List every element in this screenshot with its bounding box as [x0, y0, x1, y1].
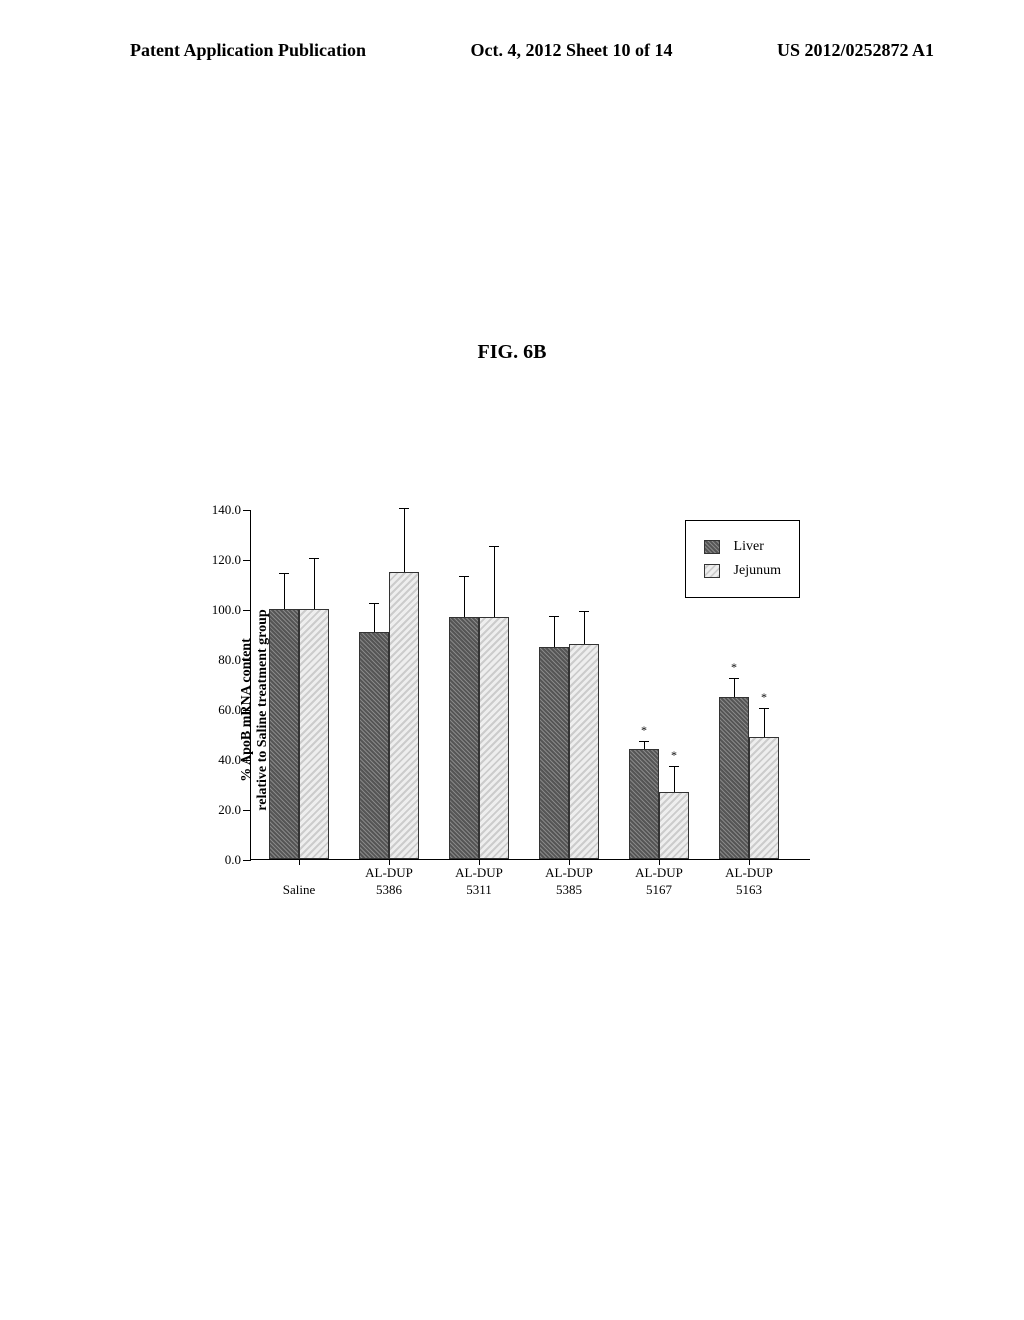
legend-swatch-jejunum: [704, 564, 720, 578]
error-cap: [309, 558, 319, 559]
legend-label-jejunum: Jejunum: [734, 563, 781, 579]
y-tick: [243, 860, 251, 861]
header-right: US 2012/0252872 A1: [777, 40, 934, 61]
x-tick-label: AL-DUP 5311: [455, 865, 503, 899]
y-tick-label: 80.0: [201, 652, 241, 668]
significance-marker: *: [641, 723, 647, 738]
significance-marker: *: [671, 748, 677, 763]
bar-liver: [719, 697, 749, 860]
y-tick: [243, 510, 251, 511]
chart-container: % ApoB mRNA content relative to Saline t…: [180, 510, 820, 910]
header-left: Patent Application Publication: [130, 40, 366, 61]
bar-liver: [449, 617, 479, 860]
error-bar: [374, 604, 375, 632]
x-tick-label: AL-DUP 5163: [725, 865, 773, 899]
bar-jejunum: [479, 617, 509, 860]
y-tick: [243, 710, 251, 711]
error-bar: [404, 509, 405, 572]
legend-item-liver: Liver: [704, 539, 781, 555]
x-tick-label: Saline: [283, 882, 316, 899]
error-bar: [644, 742, 645, 750]
error-cap: [369, 603, 379, 604]
plot-area: Liver Jejunum 0.020.040.060.080.0100.012…: [250, 510, 810, 860]
error-bar: [674, 767, 675, 792]
y-tick-label: 0.0: [201, 852, 241, 868]
x-tick: [659, 859, 660, 865]
error-bar: [314, 559, 315, 609]
significance-marker: *: [761, 690, 767, 705]
bar-jejunum: [659, 792, 689, 860]
error-cap: [489, 546, 499, 547]
bar-liver: [539, 647, 569, 860]
bar-jejunum: [749, 737, 779, 860]
y-tick-label: 140.0: [201, 502, 241, 518]
bar-liver: [359, 632, 389, 860]
error-bar: [464, 577, 465, 617]
error-cap: [279, 573, 289, 574]
figure-title: FIG. 6B: [0, 341, 1024, 364]
page-header: Patent Application Publication Oct. 4, 2…: [0, 0, 1024, 61]
x-tick-label: AL-DUP 5385: [545, 865, 593, 899]
significance-marker: *: [731, 660, 737, 675]
error-bar: [764, 709, 765, 737]
x-tick-label: AL-DUP 5386: [365, 865, 413, 899]
y-tick: [243, 610, 251, 611]
error-bar: [284, 574, 285, 609]
error-cap: [579, 611, 589, 612]
error-bar: [734, 679, 735, 697]
bar-liver: [629, 749, 659, 859]
error-cap: [459, 576, 469, 577]
legend-label-liver: Liver: [734, 539, 764, 555]
bar-liver: [269, 609, 299, 859]
legend: Liver Jejunum: [685, 520, 800, 598]
y-tick-label: 20.0: [201, 802, 241, 818]
error-cap: [729, 678, 739, 679]
bar-jejunum: [299, 609, 329, 859]
error-bar: [584, 612, 585, 645]
error-cap: [759, 708, 769, 709]
error-cap: [669, 766, 679, 767]
error-cap: [549, 616, 559, 617]
header-center: Oct. 4, 2012 Sheet 10 of 14: [471, 40, 673, 61]
y-tick-label: 120.0: [201, 552, 241, 568]
bar-jejunum: [569, 644, 599, 859]
x-tick-label: AL-DUP 5167: [635, 865, 683, 899]
y-tick: [243, 810, 251, 811]
legend-item-jejunum: Jejunum: [704, 563, 781, 579]
x-tick: [299, 859, 300, 865]
y-tick-label: 40.0: [201, 752, 241, 768]
x-tick: [479, 859, 480, 865]
x-tick: [569, 859, 570, 865]
bar-jejunum: [389, 572, 419, 860]
y-tick: [243, 760, 251, 761]
error-bar: [494, 547, 495, 617]
y-tick-label: 60.0: [201, 702, 241, 718]
x-tick: [749, 859, 750, 865]
y-tick: [243, 560, 251, 561]
error-bar: [554, 617, 555, 647]
legend-swatch-liver: [704, 540, 720, 554]
x-tick: [389, 859, 390, 865]
error-cap: [399, 508, 409, 509]
y-tick: [243, 660, 251, 661]
error-cap: [639, 741, 649, 742]
y-tick-label: 100.0: [201, 602, 241, 618]
